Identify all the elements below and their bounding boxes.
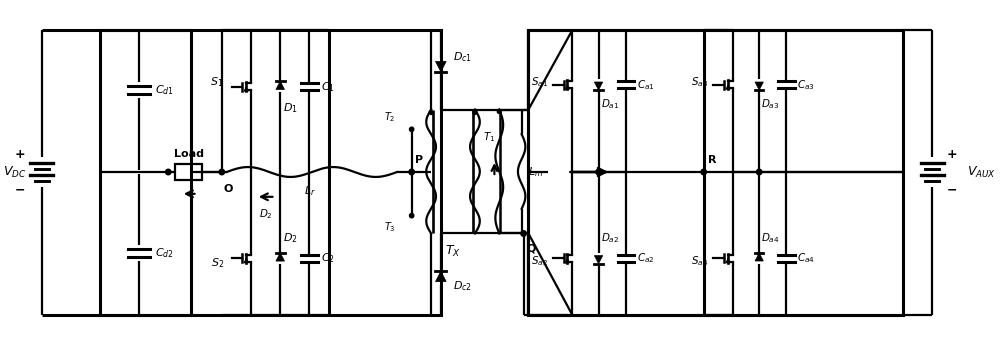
- Text: $L_m$: $L_m$: [528, 165, 544, 179]
- Text: −: −: [15, 183, 26, 196]
- Text: Q: Q: [527, 244, 536, 254]
- Polygon shape: [276, 253, 285, 261]
- Text: $C_{d2}$: $C_{d2}$: [155, 246, 173, 260]
- Text: P: P: [415, 155, 423, 165]
- Text: O: O: [224, 184, 233, 194]
- Text: $L_r$: $L_r$: [304, 184, 315, 198]
- Text: $V_{DC}$: $V_{DC}$: [3, 164, 26, 180]
- Text: $S_{a4}$: $S_{a4}$: [691, 254, 709, 268]
- Text: $D_2$: $D_2$: [283, 232, 298, 245]
- Text: $C_{a2}$: $C_{a2}$: [637, 251, 654, 265]
- Text: +: +: [947, 148, 957, 161]
- Text: $D_2$: $D_2$: [259, 207, 273, 221]
- Text: $D_{c2}$: $D_{c2}$: [453, 279, 472, 293]
- Text: $C_{d1}$: $C_{d1}$: [155, 83, 174, 97]
- Circle shape: [166, 169, 171, 175]
- Text: −: −: [947, 183, 957, 196]
- Circle shape: [410, 214, 414, 218]
- Circle shape: [410, 127, 414, 131]
- Text: $C_{a4}$: $C_{a4}$: [797, 251, 815, 265]
- Text: $D_{a1}$: $D_{a1}$: [601, 98, 619, 111]
- Text: $T_2$: $T_2$: [384, 110, 396, 125]
- Text: $D_{c1}$: $D_{c1}$: [453, 50, 472, 64]
- Circle shape: [596, 169, 601, 175]
- Circle shape: [429, 110, 433, 115]
- Text: $S_{a2}$: $S_{a2}$: [531, 254, 548, 268]
- Text: $C_{a1}$: $C_{a1}$: [637, 78, 654, 92]
- Polygon shape: [594, 256, 603, 264]
- Text: $S_1$: $S_1$: [210, 75, 224, 89]
- Bar: [175, 163, 202, 181]
- Circle shape: [219, 169, 225, 175]
- Text: $C_1$: $C_1$: [321, 80, 335, 94]
- Circle shape: [473, 110, 477, 115]
- Text: $C_2$: $C_2$: [321, 251, 335, 265]
- Text: $S_2$: $S_2$: [211, 256, 224, 270]
- Text: +: +: [15, 148, 26, 161]
- Circle shape: [409, 169, 414, 175]
- Polygon shape: [435, 61, 446, 72]
- Bar: [528, 30, 903, 315]
- Text: $V_{AUX}$: $V_{AUX}$: [967, 164, 996, 180]
- Polygon shape: [755, 253, 763, 261]
- Text: R: R: [708, 155, 716, 165]
- Text: $C_{a3}$: $C_{a3}$: [797, 78, 815, 92]
- Circle shape: [756, 169, 762, 175]
- Text: $D_{a4}$: $D_{a4}$: [761, 232, 780, 245]
- Text: $T_1$: $T_1$: [483, 130, 496, 144]
- Bar: [100, 30, 441, 315]
- Text: $D_{a2}$: $D_{a2}$: [601, 232, 619, 245]
- Polygon shape: [276, 81, 285, 89]
- Polygon shape: [594, 82, 603, 90]
- Circle shape: [497, 109, 501, 114]
- Text: $D_{a3}$: $D_{a3}$: [761, 98, 780, 111]
- Text: $T_X$: $T_X$: [445, 244, 461, 259]
- Polygon shape: [755, 82, 763, 90]
- Circle shape: [521, 231, 526, 236]
- Polygon shape: [435, 271, 446, 282]
- Text: $D_1$: $D_1$: [283, 101, 298, 116]
- Text: $T_3$: $T_3$: [384, 221, 396, 234]
- Circle shape: [701, 169, 706, 175]
- Text: $S_{a1}$: $S_{a1}$: [531, 75, 548, 89]
- Text: Load: Load: [174, 149, 204, 159]
- Text: $S_{a3}$: $S_{a3}$: [691, 75, 709, 89]
